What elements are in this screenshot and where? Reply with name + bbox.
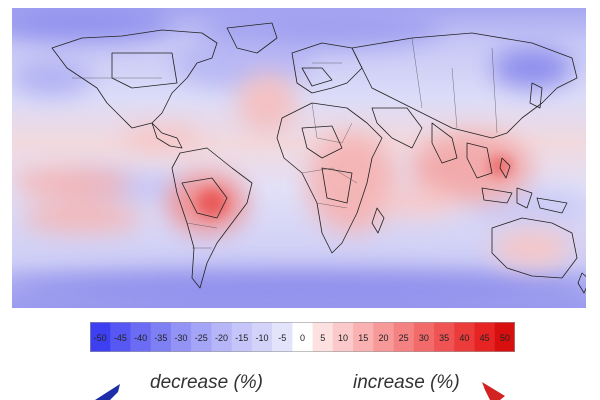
colorbar-cell [474,322,496,352]
colorbar-tick-label: 15 [358,333,368,343]
colorbar-tick-label: 40 [459,333,469,343]
colorbar-cell [130,322,152,352]
decrease-label: decrease (%) [150,372,263,393]
continent-outlines [51,22,586,294]
colorbar-tick-label: 10 [338,333,348,343]
colorbar-tick-label: 35 [439,333,449,343]
colorbar-tick-label: -25 [195,333,208,343]
colorbar-tick-label: 0 [300,333,305,343]
colorbar-cell [373,322,394,352]
colorbar-tick-label: 30 [419,333,429,343]
colorbar-cell [434,322,455,352]
colorbar-cell [191,322,212,352]
increase-label: increase (%) [353,372,460,393]
colorbar-tick-label: 5 [320,333,325,343]
colorbar-tick-label: -50 [94,333,107,343]
colorbar-cell [90,322,111,352]
colorbar-tick-label: 45 [480,333,490,343]
colorbar-cell [312,322,334,352]
colorbar-cell [332,322,354,352]
colorbar-cell [211,322,232,352]
decrease-arrow-icon [95,384,120,400]
colorbar-cell [454,322,475,352]
colorbar-tick-label: 25 [399,333,409,343]
increase-arrow-icon [482,382,505,400]
colorbar-cell [353,322,374,352]
colorbar-tick-label: -40 [134,333,147,343]
colorbar-cell [292,322,313,352]
colorbar-cell [272,322,293,352]
colorbar-tick-label: -35 [154,333,167,343]
colorbar-tick-label: -10 [256,333,269,343]
country-borders [72,37,498,249]
colorbar-cell [110,322,131,352]
map-field [12,8,586,308]
colorbar-tick-label: 50 [500,333,510,343]
legend-arrows [95,382,505,400]
colorbar-cell [251,322,273,352]
colorbar-cell [170,322,192,352]
colorbar-cell [494,322,515,352]
world-precipitation-change-map [12,8,586,308]
colorbar-cell [393,322,415,352]
colorbar: -50 -45 -40 -35 -30 -25 -20 -15 -10 -5 0 5 10 15 20 25 3… [90,322,515,352]
colorbar-cell [413,322,435,352]
colorbar-tick-label: -20 [215,333,228,343]
colorbar-cell [150,322,172,352]
colorbar-tick-label: -30 [175,333,188,343]
colorbar-tick-label: -5 [278,333,286,343]
colorbar-tick-label: -15 [235,333,248,343]
colorbar-tick-label: 20 [378,333,388,343]
colorbar-tick-label: -45 [114,333,127,343]
colorbar-cell [231,322,253,352]
